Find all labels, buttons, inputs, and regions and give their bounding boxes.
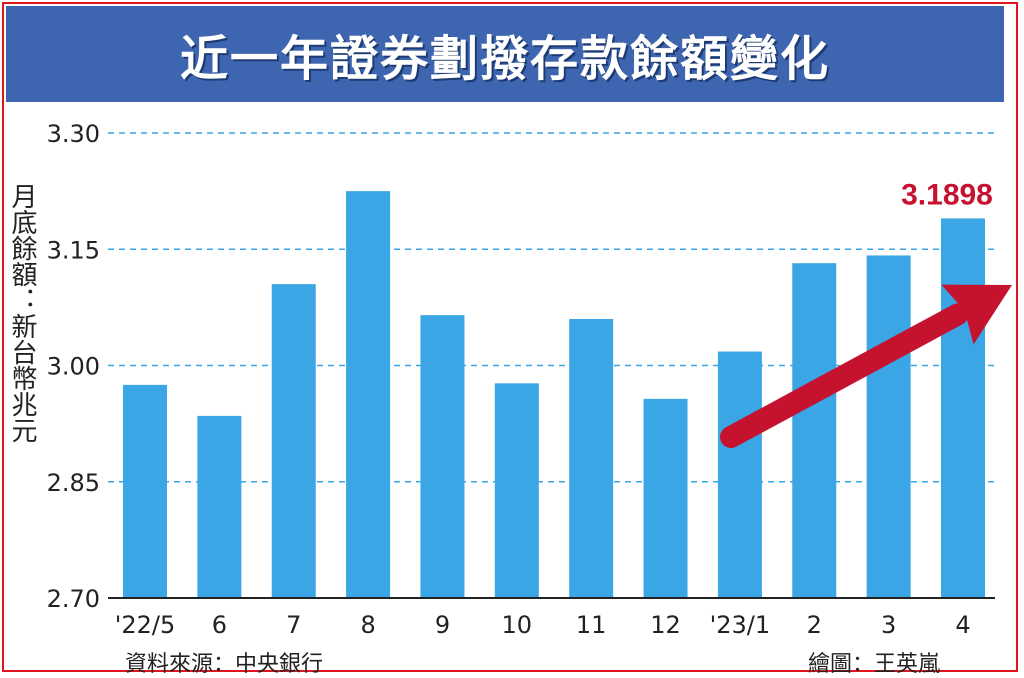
x-tick-label: 6 [212,611,227,639]
x-tick-label: '22/5 [115,611,176,639]
y-axis-label: 月底餘額：新台幣兆元 [7,183,37,443]
bar [717,351,762,598]
source-note: 資料來源：中央銀行 [125,652,324,677]
x-tick-label: 12 [650,611,681,639]
chart-title: 近一年證券劃撥存款餘額變化 [179,31,830,87]
bar [643,398,688,598]
bar [866,255,911,598]
trend-arrow [720,284,1012,448]
y-tick-label: 2.70 [47,585,100,613]
x-tick-label: 9 [435,611,450,639]
y-tick-label: 3.30 [47,120,100,148]
y-tick-label: 2.85 [47,469,100,497]
x-tick-label: 3 [881,611,896,639]
x-tick-label: 8 [360,611,375,639]
bar [271,284,316,598]
x-tick-label: 2 [807,611,822,639]
bar [792,263,837,598]
bar [420,315,465,598]
y-tick-label: 3.00 [47,353,100,381]
x-tick-label: '23/1 [710,611,771,639]
bar [494,383,539,598]
x-tick-label: 4 [955,611,970,639]
last-value-annotation: 3.1898 [901,178,993,211]
x-tick-label: 11 [576,611,607,639]
title-bar: 近一年證券劃撥存款餘額變化 [6,6,1004,102]
x-tick-labels: '22/5 6 7 8 9 10 11 12 '23/1 2 3 4 [115,611,971,639]
x-tick-label: 10 [502,611,533,639]
bar [123,384,167,598]
trend-arrow-head [941,284,1012,345]
bar [197,415,242,598]
bar [569,319,614,598]
trend-arrow-shaft [720,303,969,448]
y-tick-labels: 2.70 2.85 3.00 3.15 3.30 [47,120,100,613]
bar [941,218,985,598]
bars [123,191,985,598]
credit-note: 繪圖：王英嵐 [808,652,941,677]
x-tick-label: 7 [286,611,301,639]
y-tick-label: 3.15 [47,236,100,264]
bar [346,191,391,598]
